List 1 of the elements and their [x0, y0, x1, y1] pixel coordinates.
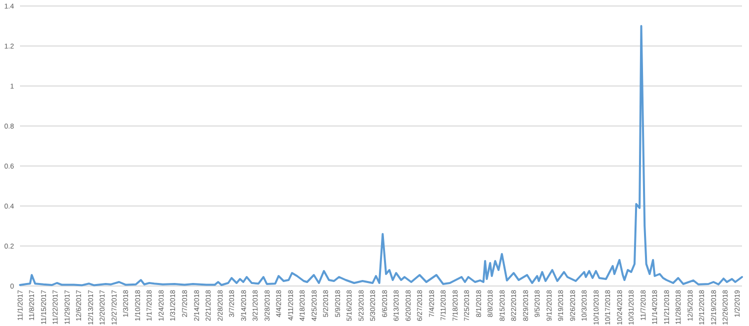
line-series — [19, 25, 743, 286]
